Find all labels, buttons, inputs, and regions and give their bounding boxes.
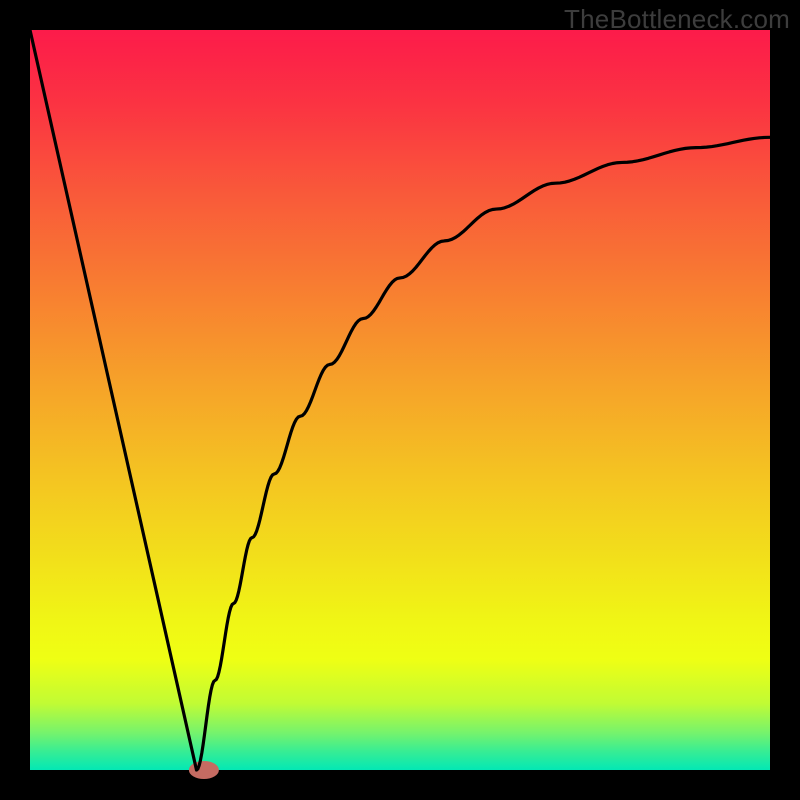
chart-container: TheBottleneck.com — [0, 0, 800, 800]
plot-background — [30, 30, 770, 770]
optimal-point-marker — [189, 761, 219, 779]
bottleneck-chart — [0, 0, 800, 800]
watermark-text: TheBottleneck.com — [564, 4, 790, 35]
